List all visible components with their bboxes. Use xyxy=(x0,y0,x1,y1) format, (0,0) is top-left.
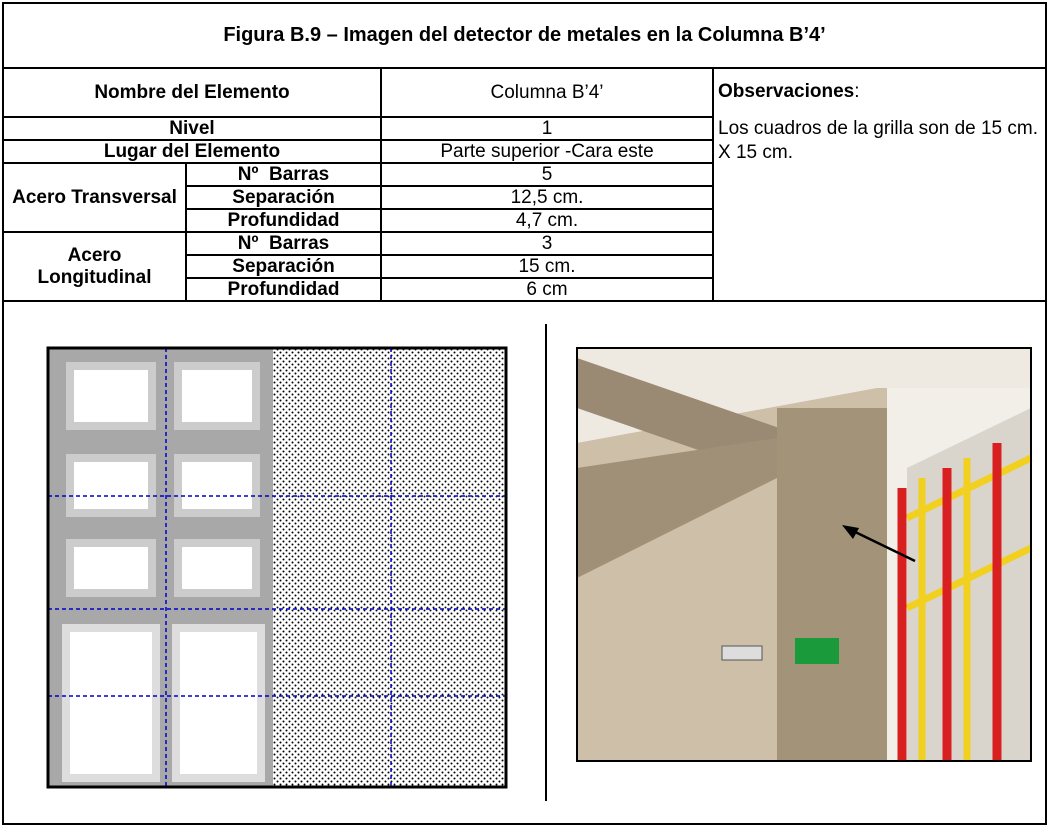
sub-label: Separación xyxy=(185,254,382,279)
obs-label: Observaciones xyxy=(718,81,855,102)
sub-label: Nº Barras xyxy=(185,162,382,187)
sub-label: Nº Barras xyxy=(185,231,382,256)
row-value: 1 xyxy=(380,116,714,141)
sub-value: 5 xyxy=(380,162,714,187)
group-label: Acero Transversal xyxy=(2,162,187,233)
sub-label: Profundidad xyxy=(185,208,382,233)
sub-value: 15 cm. xyxy=(380,254,714,279)
header-label: Nombre del Elemento xyxy=(2,67,382,118)
images xyxy=(46,324,1033,801)
row-label: Nivel xyxy=(2,116,382,141)
group-label: Acero Longitudinal xyxy=(2,231,187,302)
sub-label: Profundidad xyxy=(185,277,382,302)
photo xyxy=(576,347,1033,762)
detector-scan xyxy=(46,346,508,789)
row-value: Parte superior -Cara este xyxy=(380,139,714,164)
title: Figura B.9 – Imagen del detector de meta… xyxy=(1,2,1047,69)
images-cell xyxy=(1,300,1047,825)
sub-value: 4,7 cm. xyxy=(380,208,714,233)
obs-text: Los cuadros de la grilla son de 15 cm. X… xyxy=(718,118,1039,163)
obs-colon: : xyxy=(854,81,860,102)
row-label: Lugar del Elemento xyxy=(2,139,382,164)
sub-value: 12,5 cm. xyxy=(380,185,714,210)
sub-label: Separación xyxy=(185,185,382,210)
sub-value: 3 xyxy=(380,231,714,256)
observations: Observaciones: Los cuadros de la grilla … xyxy=(711,67,1047,302)
sub-value: 6 cm xyxy=(380,277,714,302)
header-value: Columna B’4’ xyxy=(380,67,714,118)
